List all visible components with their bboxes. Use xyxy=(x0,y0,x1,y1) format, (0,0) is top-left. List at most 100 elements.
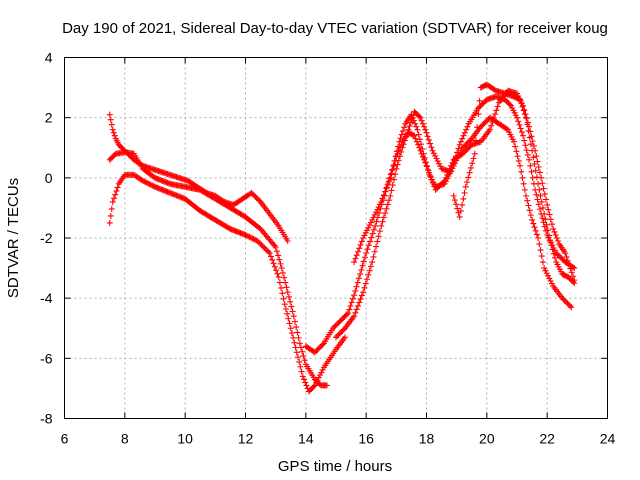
data-point xyxy=(566,261,573,268)
data-point xyxy=(463,126,470,133)
data-point xyxy=(296,358,303,365)
series-track-b xyxy=(106,149,330,389)
data-point xyxy=(407,119,414,126)
data-point xyxy=(147,181,154,188)
data-point xyxy=(530,142,537,149)
data-point xyxy=(283,284,290,291)
data-point xyxy=(346,306,353,313)
data-point xyxy=(425,136,432,143)
data-point xyxy=(318,369,325,376)
data-point xyxy=(427,140,434,147)
data-point xyxy=(450,192,457,199)
data-point xyxy=(448,162,455,169)
data-point xyxy=(372,222,379,229)
data-point xyxy=(428,176,435,183)
data-point xyxy=(275,252,282,259)
data-point xyxy=(367,263,374,270)
data-point xyxy=(107,116,114,123)
data-point xyxy=(293,349,300,356)
data-point xyxy=(570,278,577,285)
data-point xyxy=(547,238,554,245)
data-point xyxy=(276,279,283,286)
data-point xyxy=(535,164,542,171)
data-point xyxy=(521,106,528,113)
y-tick-label: -6 xyxy=(40,350,53,366)
data-point xyxy=(354,248,361,255)
data-point xyxy=(360,289,367,296)
x-tick-label: 16 xyxy=(358,431,374,447)
data-point xyxy=(510,138,517,145)
data-point xyxy=(529,138,536,145)
grid-lines xyxy=(64,57,608,419)
data-point xyxy=(521,186,528,193)
data-point xyxy=(536,206,543,213)
data-point xyxy=(310,383,317,390)
data-point xyxy=(545,232,552,239)
data-point xyxy=(571,280,578,287)
data-point xyxy=(474,124,481,131)
data-point xyxy=(427,173,434,180)
data-point xyxy=(394,150,401,157)
data-point xyxy=(108,205,115,212)
data-point xyxy=(421,156,428,163)
data-point xyxy=(243,232,250,239)
data-point xyxy=(373,218,380,225)
data-point xyxy=(282,305,289,312)
data-point xyxy=(570,273,577,280)
x-tick-label: 10 xyxy=(177,431,193,447)
data-point xyxy=(360,235,367,241)
data-point xyxy=(279,290,286,297)
data-point xyxy=(559,295,566,302)
data-point xyxy=(353,252,360,259)
data-point xyxy=(453,201,460,208)
data-point xyxy=(384,181,391,188)
data-point xyxy=(538,198,545,205)
data-point xyxy=(271,263,278,270)
data-point xyxy=(460,149,467,156)
data-point xyxy=(269,256,276,263)
data-point xyxy=(278,265,285,272)
data-point xyxy=(392,171,399,178)
data-point xyxy=(524,197,531,204)
data-point xyxy=(521,137,528,144)
data-point xyxy=(338,329,345,336)
data-point xyxy=(479,122,486,129)
x-tick-label: 14 xyxy=(298,431,314,447)
data-point xyxy=(108,121,115,128)
data-point xyxy=(548,280,555,287)
data-point xyxy=(422,159,429,166)
data-point xyxy=(374,238,381,245)
x-axis-label: GPS time / hours xyxy=(278,458,392,475)
data-point xyxy=(413,123,420,130)
data-point xyxy=(357,271,364,278)
data-point xyxy=(459,144,466,151)
data-point xyxy=(442,174,449,181)
data-point xyxy=(333,321,340,328)
data-point xyxy=(436,182,443,189)
series-track-e xyxy=(333,93,578,341)
data-point xyxy=(361,284,368,291)
data-point xyxy=(541,210,548,217)
data-point xyxy=(288,330,295,337)
data-point xyxy=(364,246,371,253)
data-point xyxy=(352,287,359,294)
data-point xyxy=(435,184,442,191)
data-point xyxy=(464,123,471,130)
data-point xyxy=(530,154,537,161)
data-point xyxy=(298,368,305,375)
data-point xyxy=(551,228,558,235)
data-point xyxy=(110,195,117,202)
data-point xyxy=(406,123,413,130)
data-point xyxy=(547,277,554,284)
data-point xyxy=(281,301,288,308)
data-point xyxy=(415,131,422,138)
data-point xyxy=(559,256,566,263)
data-point xyxy=(466,144,473,151)
data-point xyxy=(365,242,372,249)
data-point xyxy=(370,253,377,260)
data-point xyxy=(390,162,397,169)
data-point xyxy=(294,354,301,361)
data-point xyxy=(279,269,286,276)
data-point xyxy=(299,373,306,380)
data-point xyxy=(398,141,405,148)
